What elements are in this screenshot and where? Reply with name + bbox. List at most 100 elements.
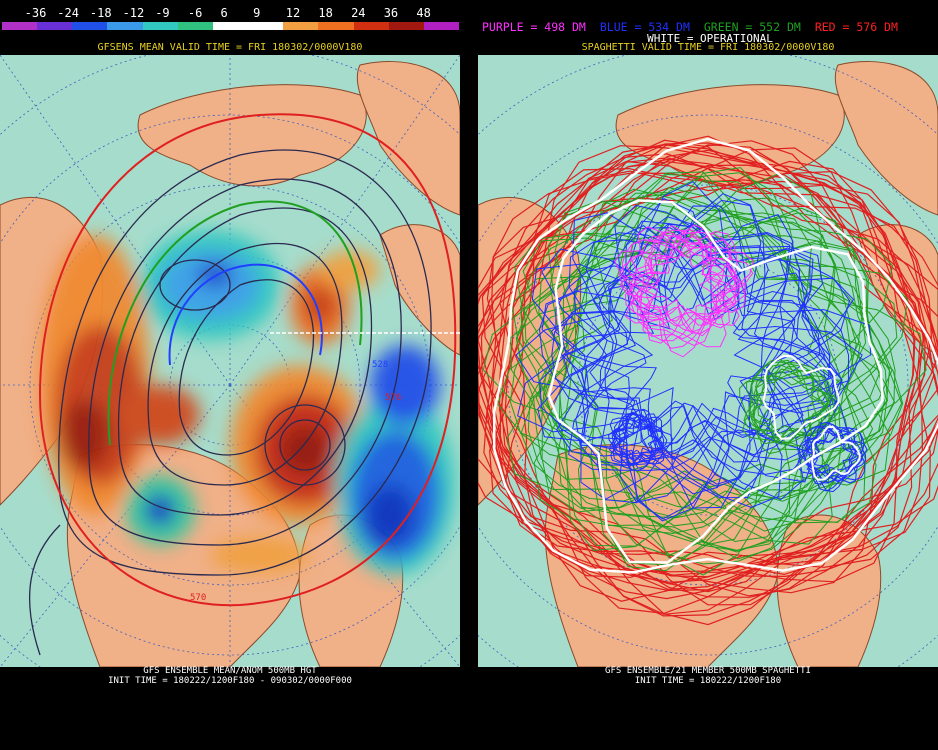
spaghetti-svg: [478, 55, 938, 667]
legend-entry: RED = 576 DM: [814, 20, 898, 34]
colorbar-swatch: [37, 22, 73, 30]
colorbar-tick-label: 9: [253, 6, 261, 20]
spaghetti-line: [478, 142, 931, 573]
spaghetti-line: [807, 431, 864, 475]
colorbar-swatch: [423, 22, 460, 30]
spaghetti-line: [742, 361, 842, 445]
spaghetti-line: [629, 229, 740, 327]
spaghetti-line: [562, 204, 851, 466]
colorbar-swatch: [177, 22, 213, 30]
spaghetti-line: [506, 192, 904, 527]
spaghetti-line: [478, 140, 925, 578]
colorbar-swatch: [318, 22, 354, 30]
colorbar-swatch: [388, 22, 424, 30]
colorbar-tick-label: -9: [155, 6, 170, 20]
spaghetti-line: [608, 408, 665, 465]
spaghetti-line: [625, 231, 754, 342]
colorbar-swatch: [72, 22, 108, 30]
colorbar-tick-label: -36: [24, 6, 47, 20]
spaghetti-line: [550, 199, 811, 475]
colorbar-tick-label: -18: [89, 6, 112, 20]
spaghetti-line: [551, 223, 817, 483]
colorbar-swatch: [248, 22, 284, 30]
spaghetti-line: [618, 230, 738, 358]
colorbar-swatch: [283, 22, 319, 30]
height-contours: [29, 149, 432, 656]
colorbar-swatch: [353, 22, 389, 30]
key-contours: [38, 113, 457, 607]
colorbar-swatch: [142, 22, 178, 30]
spaghetti-line: [743, 364, 831, 441]
spaghetti-line: [515, 207, 863, 576]
colorbar-tick-label: -6: [187, 6, 203, 20]
spaghetti-line: [531, 231, 821, 508]
spaghetti-line: [762, 354, 840, 440]
spaghetti-line: [807, 427, 853, 483]
spaghetti-line: [480, 160, 915, 606]
spaghetti-line: [618, 415, 664, 460]
spaghetti-line: [624, 224, 737, 337]
spaghetti-line: [811, 425, 861, 481]
legend-entry: BLUE = 534 DM: [599, 20, 690, 34]
colorbar-tick-label: 18: [318, 6, 333, 20]
anomaly-colorbar: [2, 22, 460, 30]
spaghetti-line: [511, 209, 857, 545]
spaghetti-line: [509, 187, 866, 524]
spaghetti-line: [555, 258, 855, 485]
contour-label-570: 570: [190, 593, 206, 603]
spaghetti-line: [554, 199, 896, 546]
contour-label-528: 528: [372, 360, 388, 370]
legend-entry: PURPLE = 498 DM: [482, 20, 586, 34]
spaghetti-line: [533, 193, 927, 534]
spaghetti-line: [497, 197, 874, 543]
spaghetti-line: [798, 426, 865, 493]
right-footer: GFS ENSEMBLE/21 MEMBER 500MB SPAGHETTI I…: [478, 666, 938, 686]
right-footer-line1: GFS ENSEMBLE/21 MEMBER 500MB SPAGHETTI: [605, 666, 811, 676]
spaghetti-line: [478, 145, 938, 592]
spaghetti-line: [611, 413, 659, 469]
spaghetti-line: [510, 172, 877, 524]
left-panel-header: GFSENS MEAN VALID TIME = FRI 180302/0000…: [97, 42, 363, 53]
colorbar-swatch: [2, 22, 38, 30]
spaghetti-line: [632, 227, 722, 334]
spaghetti-line: [517, 216, 839, 461]
spaghetti-line: [538, 223, 811, 501]
operational-legend: WHITE = OPERATIONAL: [647, 32, 773, 45]
right-panel-header: SPAGHETTI VALID TIME = FRI 180302/0000V1…: [581, 42, 835, 53]
spaghetti-lines: [478, 135, 938, 626]
spaghetti-map: [478, 55, 938, 667]
spaghetti-line: [478, 143, 924, 585]
spaghetti-line: [739, 361, 829, 450]
colorbar-tick-label: -12: [122, 6, 145, 20]
ensemble-mean-map: 528 570 576: [0, 55, 460, 667]
colorbar-tick-label: 6: [220, 6, 228, 20]
spaghetti-line: [614, 231, 737, 348]
spaghetti-line: [568, 226, 872, 471]
legend-entry: GREEN = 552 DM: [703, 20, 801, 34]
spaghetti-line: [488, 161, 938, 578]
spaghetti-line: [572, 212, 850, 495]
left-footer: GFS ENSEMBLE MEAN/ANOM 500MB HGT INIT TI…: [0, 666, 460, 686]
spaghetti-line: [522, 235, 882, 551]
right-footer-line2: INIT TIME = 180222/1200F180: [634, 676, 782, 686]
spaghetti-line: [541, 248, 826, 499]
spaghetti-line: [610, 412, 674, 465]
colorbar-tick-label: 36: [383, 6, 399, 20]
spaghetti-line: [619, 246, 732, 333]
spaghetti-legend: PURPLE = 498 DM BLUE = 534 DM GREEN = 552 …: [482, 20, 938, 34]
spaghetti-line: [515, 173, 861, 560]
contour-label-576: 576: [385, 393, 401, 403]
ensemble-mean-svg: 528 570 576: [0, 55, 460, 667]
left-footer-line1: GFS ENSEMBLE MEAN/ANOM 500MB HGT: [143, 666, 317, 676]
colorbar-tick-label: 24: [351, 6, 366, 20]
spaghetti-line: [492, 137, 938, 574]
spaghetti-line: [482, 215, 894, 552]
spaghetti-line: [547, 199, 884, 564]
spaghetti-line: [801, 426, 857, 484]
colorbar-swatch: [212, 22, 249, 30]
spaghetti-line: [629, 239, 741, 349]
colorbar-tick-label: 48: [416, 6, 431, 20]
colorbar-tick-label: -24: [57, 6, 79, 20]
colorbar-tick-label: 12: [285, 6, 301, 20]
spaghetti-line: [478, 147, 922, 597]
